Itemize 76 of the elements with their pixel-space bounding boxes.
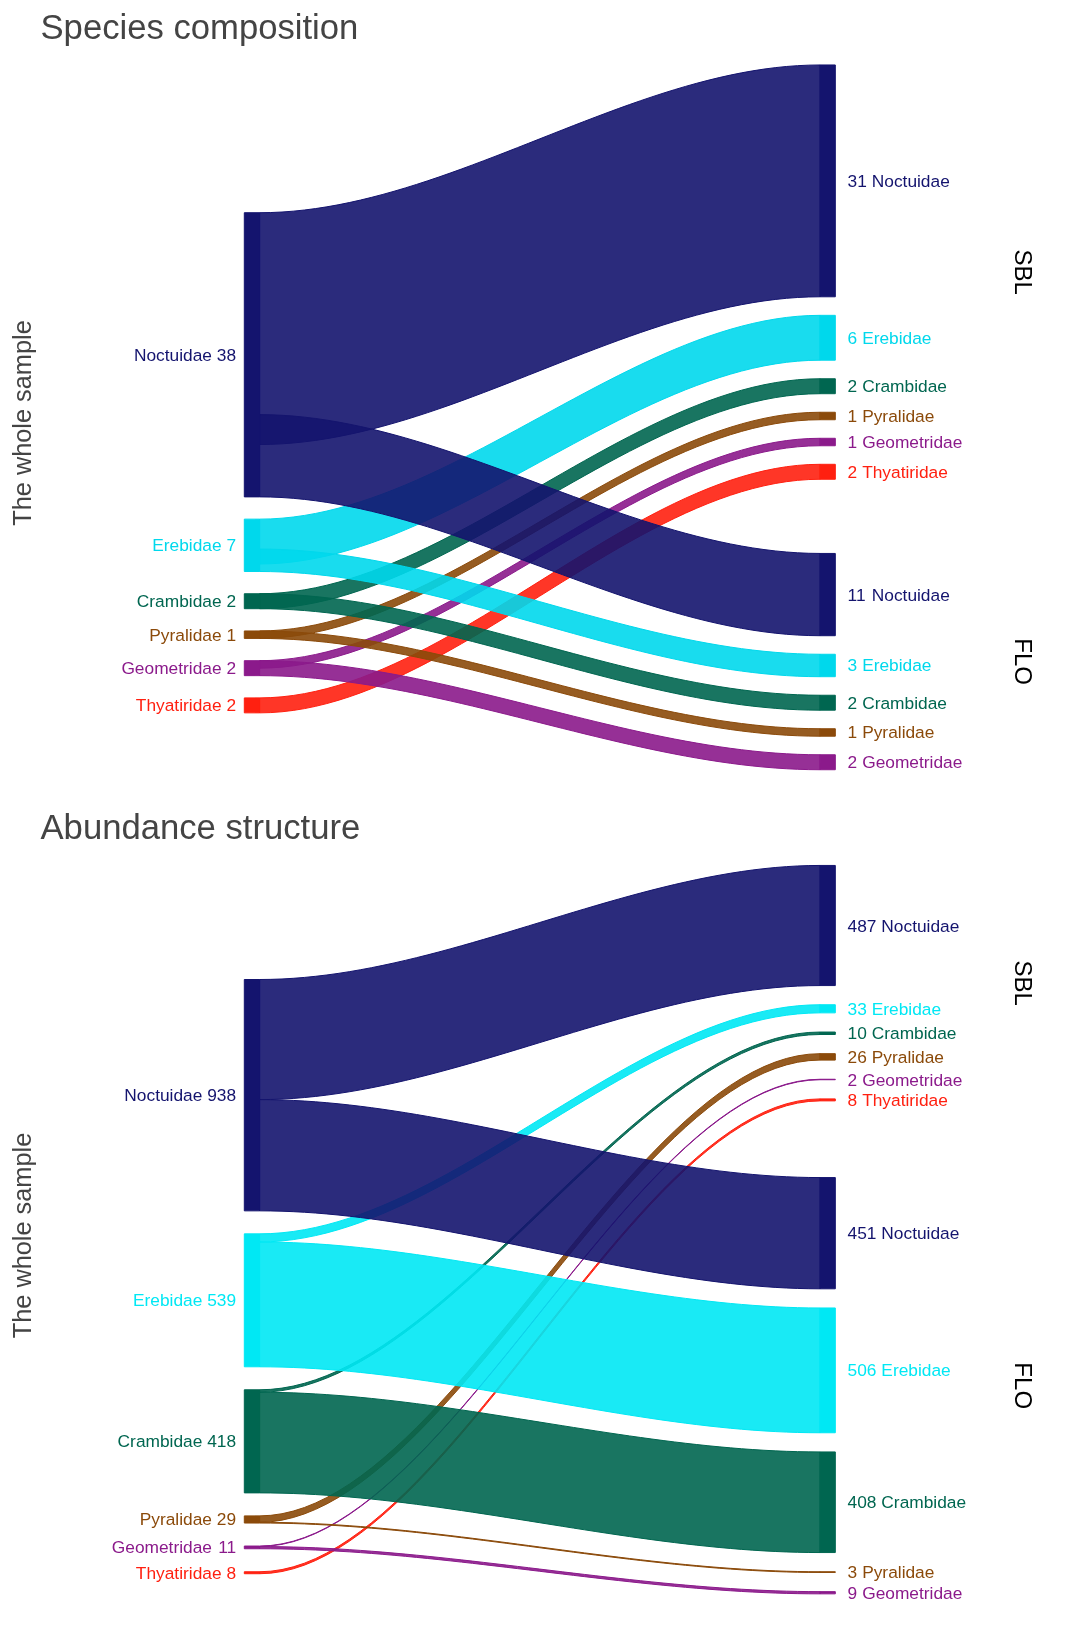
category-label: Crambidae [862, 692, 947, 713]
data-label: 451 [847, 1223, 877, 1244]
text: The whole sample [7, 1132, 36, 1339]
data-label: 1 [847, 432, 858, 453]
data-label: 418 [207, 1431, 237, 1452]
data-label: 2 [847, 461, 858, 482]
data-label: 506 [847, 1360, 877, 1381]
data-label: 938 [207, 1085, 237, 1106]
data-label: 8 [226, 1562, 237, 1583]
category-label: Geometridae [862, 1582, 963, 1603]
category-label: Thyatiridae [135, 1562, 222, 1583]
data-label: 2 [847, 1069, 858, 1090]
category-label: Crambidae [862, 376, 947, 397]
data-label: 31 [847, 170, 867, 191]
category-label: Noctuidae [871, 170, 950, 191]
data-label: 9 [847, 1582, 858, 1603]
category-label: Noctuidae [881, 915, 960, 936]
text: Species composition [40, 7, 359, 46]
data-label: 6 [847, 327, 858, 348]
text: FLO [1010, 1362, 1038, 1410]
data-label: 408 [847, 1492, 877, 1513]
category-label: Pyralidae [862, 1562, 935, 1583]
data-label: 7 [226, 535, 237, 556]
category-label: Pyralidae [871, 1046, 944, 1067]
category-label: Erebidae [152, 535, 222, 556]
data-label: 2 [226, 658, 237, 679]
data-label: 10 [847, 1023, 867, 1044]
data-label: 487 [847, 915, 877, 936]
category-label: Erebidae [862, 327, 932, 348]
data-label: 2 [226, 695, 237, 716]
category-label: Pyralidae [139, 1509, 212, 1530]
category-label: Crambidae [871, 1023, 957, 1044]
category-label: Erebidae [132, 1290, 203, 1311]
data-label: 38 [216, 344, 237, 365]
text: SBL [1010, 960, 1038, 1006]
text: Abundance structure [40, 807, 361, 846]
data-label: 3 [847, 1562, 858, 1583]
category-label: Crambidae [117, 1431, 203, 1452]
category-label: Erebidae [862, 655, 932, 676]
data-label: 1 [847, 722, 858, 743]
data-label: 26 [847, 1046, 867, 1067]
category-label: Crambidae [136, 591, 222, 612]
category-label: Noctuidae [133, 344, 212, 365]
data-label: 29 [216, 1509, 237, 1530]
category-label: Erebidae [881, 1360, 951, 1381]
category-label: Thyatiridae [862, 1089, 948, 1110]
category-label: Noctuidae [871, 584, 950, 605]
category-label: Pyralidae [149, 624, 222, 645]
data-label: 33 [847, 998, 867, 1019]
category-label: Pyralidae [862, 722, 935, 743]
data-label: 2 [847, 752, 858, 773]
category-label: Geometridae [121, 658, 222, 679]
data-label: 11 [218, 1537, 237, 1558]
text: SBL [1010, 249, 1038, 295]
data-label: 11 [847, 584, 866, 605]
category-label: Thyatiridae [862, 461, 948, 482]
data-label: 1 [226, 624, 237, 645]
text: The whole sample [7, 320, 36, 526]
data-label: 1 [847, 406, 858, 426]
category-label: Geometridae [862, 432, 963, 453]
category-label: Crambidae [881, 1492, 967, 1513]
category-label: Erebidae [871, 998, 942, 1019]
data-label: 3 [847, 655, 858, 676]
category-label: Geometridae [862, 752, 963, 773]
data-label: 2 [847, 376, 858, 397]
data-label: 2 [847, 692, 858, 713]
category-label: Thyatiridae [135, 695, 222, 716]
text: FLO [1010, 638, 1038, 685]
category-label: Pyralidae [862, 406, 935, 426]
category-label: Noctuidae [881, 1223, 960, 1244]
category-label: Noctuidae [124, 1085, 203, 1106]
data-label: 539 [207, 1290, 237, 1311]
data-label: 8 [847, 1089, 858, 1110]
category-label: Geometridae [862, 1069, 963, 1090]
category-label: Geometridae [111, 1537, 212, 1558]
data-label: 2 [226, 591, 237, 612]
